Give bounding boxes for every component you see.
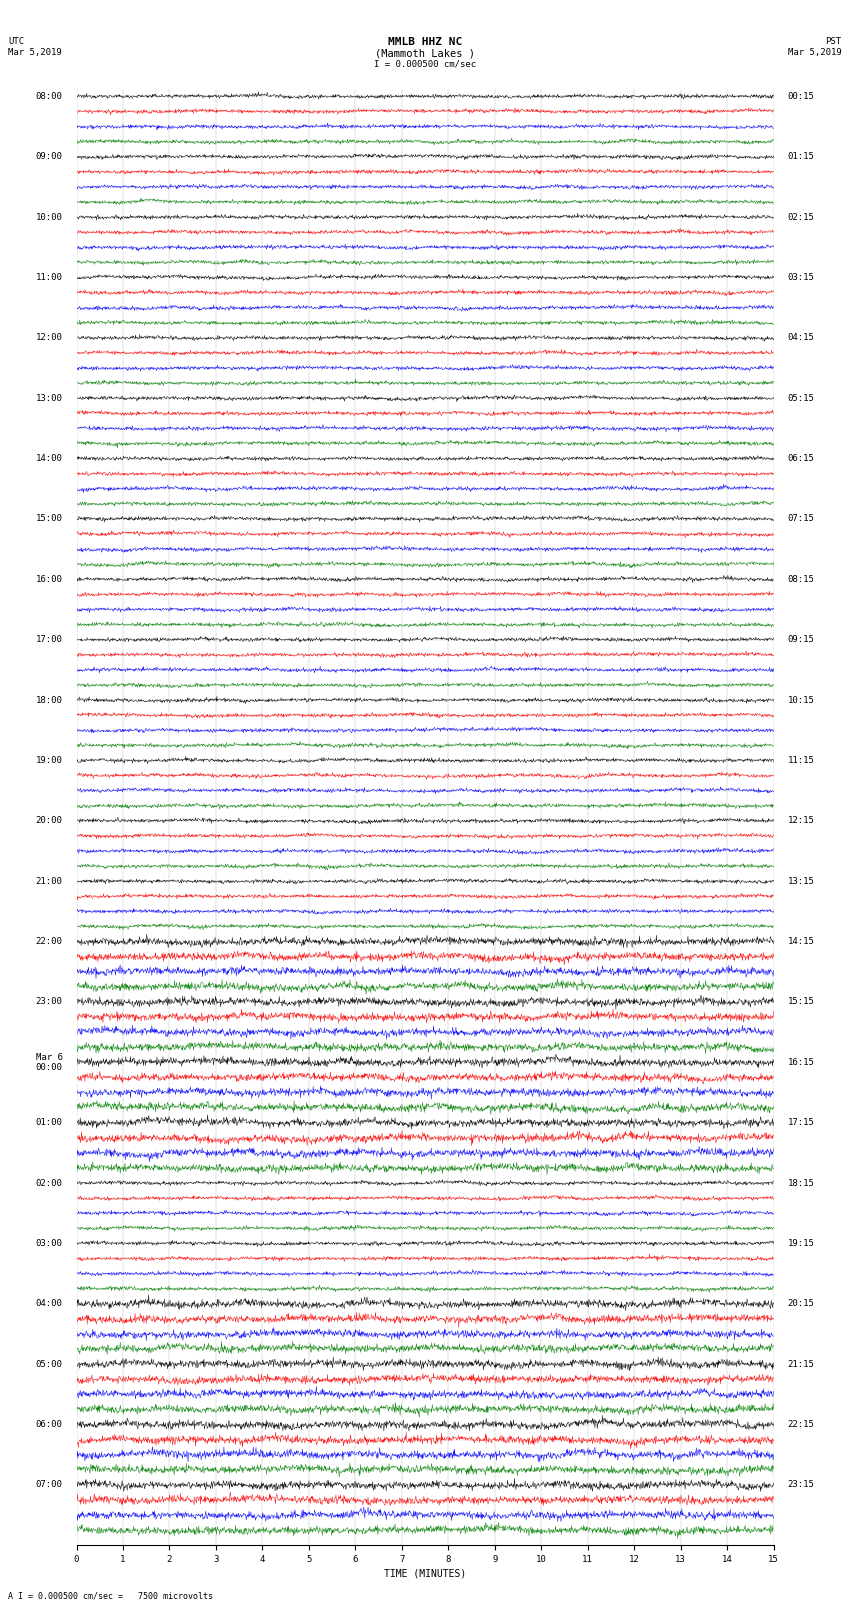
Text: 08:00: 08:00 — [36, 92, 63, 100]
Text: 13:00: 13:00 — [36, 394, 63, 403]
Text: 06:15: 06:15 — [787, 453, 814, 463]
Text: 06:00: 06:00 — [36, 1419, 63, 1429]
Text: 20:00: 20:00 — [36, 816, 63, 826]
Text: 04:15: 04:15 — [787, 334, 814, 342]
Text: 07:15: 07:15 — [787, 515, 814, 523]
Text: 03:00: 03:00 — [36, 1239, 63, 1248]
Text: 09:15: 09:15 — [787, 636, 814, 644]
Text: 05:00: 05:00 — [36, 1360, 63, 1368]
Text: 11:15: 11:15 — [787, 756, 814, 765]
Text: 19:00: 19:00 — [36, 756, 63, 765]
Text: 16:15: 16:15 — [787, 1058, 814, 1066]
Text: 02:00: 02:00 — [36, 1179, 63, 1187]
Text: Mar 5,2019: Mar 5,2019 — [788, 48, 842, 58]
Text: 09:00: 09:00 — [36, 152, 63, 161]
X-axis label: TIME (MINUTES): TIME (MINUTES) — [384, 1568, 466, 1578]
Text: 07:00: 07:00 — [36, 1481, 63, 1489]
Text: 11:00: 11:00 — [36, 273, 63, 282]
Text: 12:00: 12:00 — [36, 334, 63, 342]
Text: 13:15: 13:15 — [787, 876, 814, 886]
Text: 14:00: 14:00 — [36, 453, 63, 463]
Text: 01:00: 01:00 — [36, 1118, 63, 1127]
Text: 01:15: 01:15 — [787, 152, 814, 161]
Text: 00:15: 00:15 — [787, 92, 814, 100]
Text: I = 0.000500 cm/sec: I = 0.000500 cm/sec — [374, 60, 476, 69]
Text: A I = 0.000500 cm/sec =   7500 microvolts: A I = 0.000500 cm/sec = 7500 microvolts — [8, 1590, 213, 1600]
Text: 19:15: 19:15 — [787, 1239, 814, 1248]
Text: 17:15: 17:15 — [787, 1118, 814, 1127]
Text: 23:15: 23:15 — [787, 1481, 814, 1489]
Text: MMLB HHZ NC: MMLB HHZ NC — [388, 37, 462, 47]
Text: UTC: UTC — [8, 37, 25, 47]
Text: Mar 5,2019: Mar 5,2019 — [8, 48, 62, 58]
Text: 15:00: 15:00 — [36, 515, 63, 523]
Text: 21:15: 21:15 — [787, 1360, 814, 1368]
Text: 23:00: 23:00 — [36, 997, 63, 1007]
Text: (Mammoth Lakes ): (Mammoth Lakes ) — [375, 48, 475, 58]
Text: 17:00: 17:00 — [36, 636, 63, 644]
Text: 08:15: 08:15 — [787, 574, 814, 584]
Text: 10:00: 10:00 — [36, 213, 63, 221]
Text: 22:00: 22:00 — [36, 937, 63, 945]
Text: 14:15: 14:15 — [787, 937, 814, 945]
Text: 18:00: 18:00 — [36, 695, 63, 705]
Text: 03:15: 03:15 — [787, 273, 814, 282]
Text: 05:15: 05:15 — [787, 394, 814, 403]
Text: 22:15: 22:15 — [787, 1419, 814, 1429]
Text: 02:15: 02:15 — [787, 213, 814, 221]
Text: Mar 6
00:00: Mar 6 00:00 — [36, 1053, 63, 1073]
Text: 12:15: 12:15 — [787, 816, 814, 826]
Text: 18:15: 18:15 — [787, 1179, 814, 1187]
Text: 20:15: 20:15 — [787, 1298, 814, 1308]
Text: 10:15: 10:15 — [787, 695, 814, 705]
Text: 04:00: 04:00 — [36, 1298, 63, 1308]
Text: PST: PST — [825, 37, 842, 47]
Text: 15:15: 15:15 — [787, 997, 814, 1007]
Text: 21:00: 21:00 — [36, 876, 63, 886]
Text: 16:00: 16:00 — [36, 574, 63, 584]
